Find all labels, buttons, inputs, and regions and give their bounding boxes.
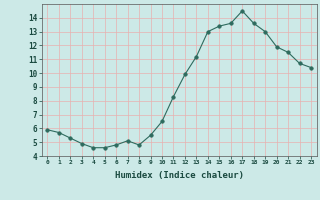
X-axis label: Humidex (Indice chaleur): Humidex (Indice chaleur) xyxy=(115,171,244,180)
